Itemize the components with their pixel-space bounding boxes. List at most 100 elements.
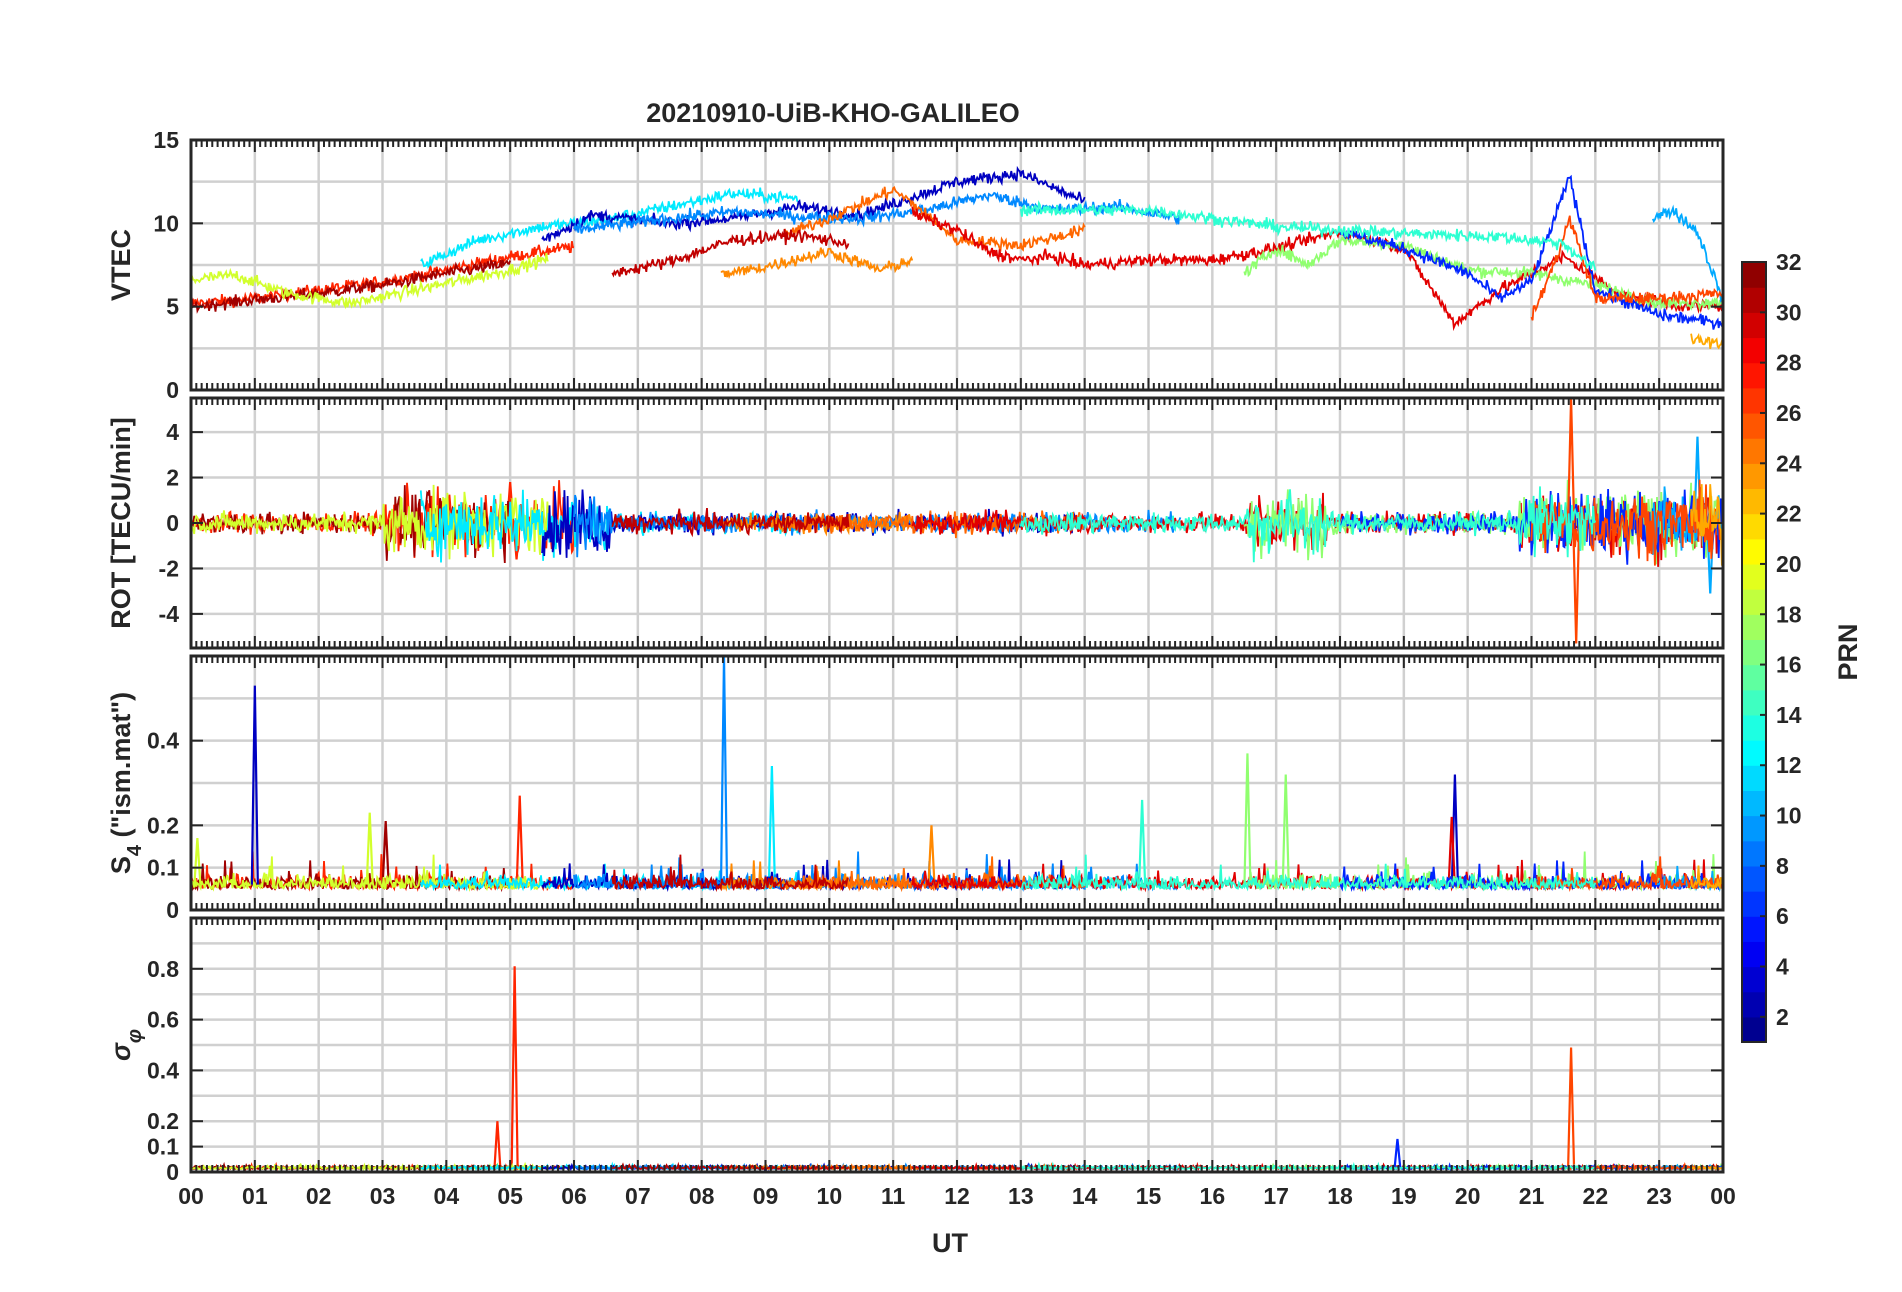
colorbar-segment: [1742, 865, 1766, 892]
y-tick-label: 15: [153, 127, 179, 153]
colorbar-tick-label: 2: [1776, 1004, 1789, 1030]
x-tick-label: 16: [1200, 1183, 1226, 1209]
series-line-prn-14: [1019, 486, 1597, 563]
y-tick-label: 0: [166, 897, 179, 923]
y-axis-label: S4 ("ism.mat"): [106, 692, 146, 874]
spike-mark: [1138, 799, 1147, 885]
x-tick-label: 10: [817, 1183, 843, 1209]
colorbar-segment: [1742, 312, 1766, 339]
colorbar-segment: [1742, 563, 1766, 590]
y-tick-label: 0.1: [147, 855, 179, 881]
colorbar-segment: [1742, 891, 1766, 917]
x-tick-label: 12: [944, 1183, 970, 1209]
x-tick-label: 01: [242, 1183, 268, 1209]
x-ticks: [190, 140, 1724, 390]
series-group: [191, 165, 1723, 350]
x-tick-label: 19: [1391, 1183, 1417, 1209]
series-line-prn-30: [612, 1161, 850, 1171]
colorbar-segment: [1742, 840, 1766, 867]
series-line-prn-31: [191, 257, 512, 314]
y-axis-label-rest: ("ism.mat"): [106, 692, 136, 845]
series-line-prn-23: [1690, 865, 1723, 891]
colorbar-segment: [1742, 287, 1766, 313]
y-axis-label-sub: 4: [124, 844, 146, 856]
spike-mark: [193, 837, 202, 885]
x-tick-label: 17: [1263, 1183, 1289, 1209]
colorbar-tick-label: 4: [1776, 954, 1789, 980]
colorbar-tick-label: 28: [1776, 350, 1802, 376]
colorbar-segment: [1742, 916, 1766, 942]
chart-title: 20210910-UiB-KHO-GALILEO: [646, 98, 1020, 128]
x-tick-label: 14: [1072, 1183, 1098, 1209]
spike-mark: [515, 795, 524, 885]
series-line-prn-14: [1019, 200, 1597, 271]
y-axis-label: VTEC: [106, 229, 136, 301]
colorbar-tick-label: 24: [1776, 450, 1802, 476]
colorbar-segment: [1742, 941, 1766, 968]
series-line-prn-19: [191, 484, 550, 560]
colorbar-tick-label: 30: [1776, 299, 1802, 325]
y-tick-label: 0.8: [147, 956, 179, 982]
series-line-prn-23: [1690, 484, 1723, 566]
y-axis-label-main: σ: [106, 1042, 136, 1061]
spike-mark: [1572, 522, 1581, 644]
series-group: [191, 656, 1723, 893]
y-axis-label: σφ: [106, 1029, 146, 1061]
x-ticks: [190, 656, 1724, 910]
spike-mark: [381, 821, 390, 885]
colorbar-tick-label: 32: [1776, 249, 1802, 275]
series-line-prn-19: [191, 252, 549, 310]
y-axis-label: ROT [TECU/min]: [106, 417, 136, 628]
spike-mark: [1281, 774, 1290, 885]
y-tick-label: -4: [159, 601, 180, 627]
colorbar-segment: [1742, 991, 1766, 1018]
spike-mark: [365, 812, 374, 885]
panel-0: 0 5 10 15 VTEC: [106, 127, 1725, 403]
colorbar-segment: [1742, 438, 1766, 464]
colorbar-segment: [1742, 387, 1766, 414]
series-line-prn-10: [1651, 204, 1723, 303]
series-line-prn-14: [1020, 854, 1597, 892]
y-tick-label: 2: [166, 465, 179, 491]
x-tick-label: 21: [1519, 1183, 1545, 1209]
colorbar-tick-label: 16: [1776, 652, 1802, 678]
y-tick-label: 0.1: [147, 1134, 179, 1160]
colorbar-tick-label: 12: [1776, 752, 1802, 778]
x-tick-label: 02: [306, 1183, 332, 1209]
colorbar-segment: [1742, 538, 1766, 565]
colorbar-segment: [1742, 664, 1766, 691]
x-tick-label: 11: [881, 1183, 906, 1209]
spike-mark: [1393, 1138, 1402, 1170]
colorbar-tick-label: 26: [1776, 400, 1802, 426]
x-tick-label: 20: [1455, 1183, 1481, 1209]
spike-mark: [767, 766, 776, 885]
y-tick-label: -2: [159, 555, 179, 581]
colorbar-segment: [1742, 412, 1766, 439]
colorbar-segment: [1742, 488, 1766, 515]
colorbar-segment: [1742, 639, 1766, 666]
x-tick-label: 08: [689, 1183, 715, 1209]
colorbar-tick-label: 20: [1776, 551, 1802, 577]
x-tick-label: 03: [370, 1183, 396, 1209]
x-tick-label: 15: [1136, 1183, 1162, 1209]
series-line-prn-6: [1339, 174, 1723, 330]
series-line-prn-31: [191, 485, 512, 564]
colorbar-segment: [1742, 362, 1766, 389]
series-line-prn-6: [1339, 488, 1723, 565]
series-group: [191, 398, 1723, 644]
y-tick-label: 0.2: [147, 812, 179, 838]
spike-mark: [1243, 753, 1252, 885]
panel-2: 00.10.20.4S4 ("ism.mat"): [106, 654, 1725, 923]
y-tick-label: 10: [153, 210, 179, 236]
x-tick-label: 05: [497, 1183, 523, 1209]
y-tick-label: 0: [166, 1159, 179, 1185]
colorbar-segment: [1742, 966, 1766, 993]
y-tick-label: 0: [166, 510, 179, 536]
spike-mark: [719, 656, 729, 885]
x-tick-label: 00: [178, 1183, 204, 1209]
y-tick-label: 5: [166, 294, 179, 320]
series-line-prn-30: [611, 228, 850, 278]
colorbar-segment: [1742, 815, 1766, 842]
x-axis-label: UT: [932, 1228, 968, 1258]
